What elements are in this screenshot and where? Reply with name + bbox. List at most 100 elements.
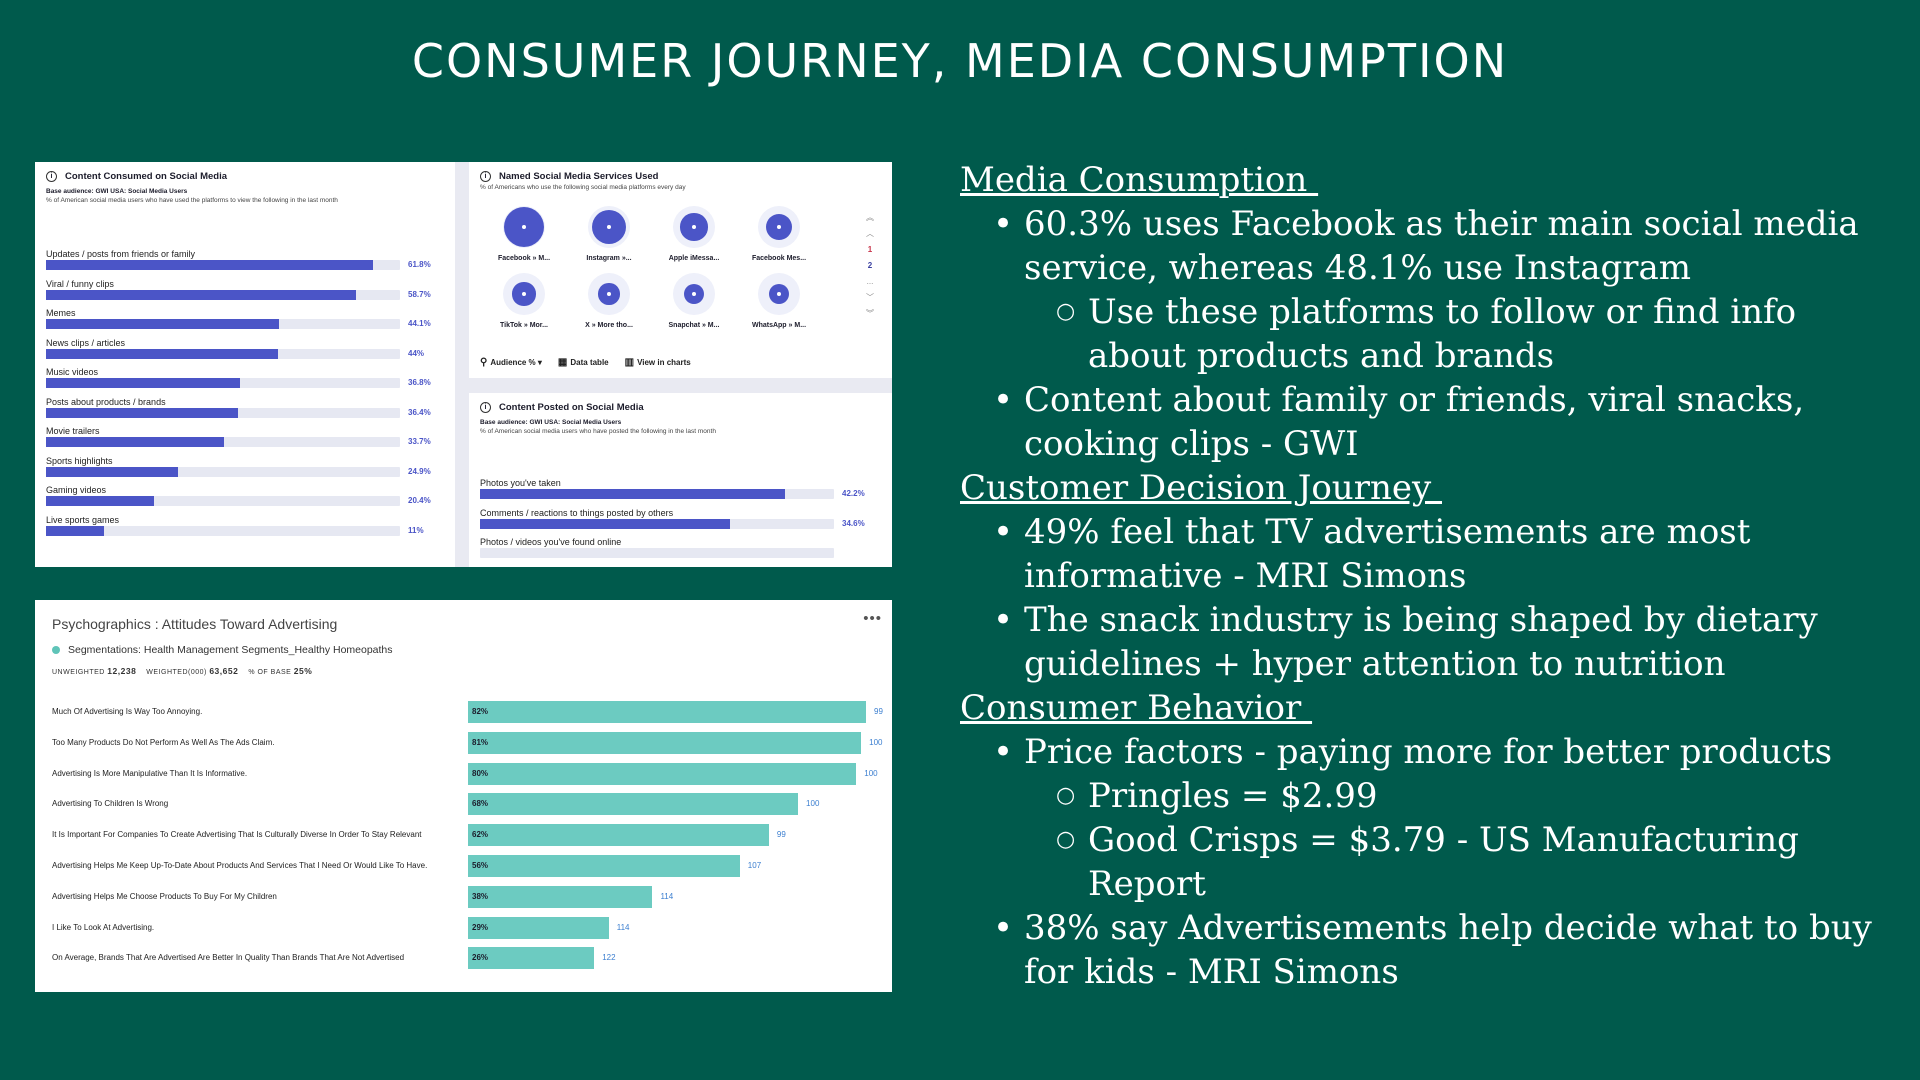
bar [46, 378, 241, 388]
index-value: 122 [602, 953, 616, 963]
attitude-row: Too Many Products Do Not Perform As Well… [35, 731, 892, 754]
bar-value-label: 68% [472, 799, 489, 809]
bar: 38% [468, 885, 653, 908]
bar-label: Music videos [46, 367, 99, 377]
service-circle [758, 273, 800, 315]
attitude-row: I Like To Look At Advertising. 29% 114 [35, 916, 892, 939]
bar [46, 319, 279, 329]
service-item[interactable]: Facebook Mes... [749, 206, 809, 262]
bar-value-label: 82% [472, 707, 489, 716]
chevron-down-icon[interactable]: ﹀ [866, 293, 874, 302]
bar-value-label: 58.7% [408, 289, 431, 299]
bar-row: Comments / reactions to things posted by… [480, 507, 880, 529]
bar-value-label: 61.8% [408, 260, 431, 269]
bar [46, 407, 239, 418]
service-circle [588, 273, 630, 315]
table-icon: ▦ [557, 357, 568, 368]
bar-track [46, 407, 400, 418]
service-value-dot [766, 214, 792, 240]
service-value-dot [683, 283, 705, 305]
bar-value-label: 36.8% [408, 378, 431, 387]
double-chevron-down-icon[interactable]: ︾ [866, 309, 874, 318]
page-2-link[interactable]: 2 [867, 261, 873, 270]
bar: 62% [468, 824, 769, 847]
service-value-dot [680, 213, 708, 241]
bar: 56% [468, 855, 740, 877]
service-label: Snapchat » M... [668, 322, 720, 329]
bar: 80% [468, 762, 857, 785]
bar-value-label: 80% [472, 768, 489, 778]
bar: 29% [468, 916, 609, 939]
named-services-panel: i Named Social Media Services Used % of … [469, 162, 892, 378]
customer-decision-journey-heading: Customer Decision Journey [960, 468, 1442, 508]
more-options-icon[interactable]: ••• [863, 610, 882, 627]
attitude-row: On Average, Brands That Are Advertised A… [35, 947, 892, 970]
service-label: Apple iMessa... [668, 255, 720, 262]
content-posted-title: Content Posted on Social Media [499, 402, 644, 413]
bar-track [480, 489, 834, 499]
sample-meta: UNWEIGHTED 12,238 WEIGHTED(000) 63,652 %… [52, 666, 312, 676]
double-chevron-up-icon[interactable]: ︽ [866, 213, 874, 222]
view-in-charts-button[interactable]: ▥ View in charts [625, 357, 691, 368]
info-icon[interactable]: i [46, 171, 57, 182]
search-icon: ⚲ [480, 357, 488, 368]
named-services-header: i Named Social Media Services Used [469, 162, 892, 182]
weighted-label: WEIGHTED(000) [146, 669, 207, 676]
service-item[interactable]: Facebook » M... [494, 206, 554, 262]
bar-label: News clips / articles [46, 337, 126, 348]
slide-title: CONSUMER JOURNEY, MEDIA CONSUMPTION [411, 34, 1509, 88]
content-consumed-title: Content Consumed on Social Media [65, 171, 228, 182]
attitude-label: Advertising Helps Me Choose Products To … [52, 891, 277, 901]
bar-track [46, 437, 400, 447]
bar [46, 525, 105, 536]
service-circle [758, 206, 800, 248]
service-item[interactable]: Instagram »... [579, 206, 639, 262]
legend-dot-icon [52, 646, 60, 654]
chevron-up-icon[interactable]: ︿ [866, 229, 874, 238]
info-icon[interactable]: i [480, 171, 491, 182]
sub-bullet-item: Good Crisps = $3.79 - US Manufacturing R… [960, 818, 1890, 906]
service-value-dot [768, 283, 790, 305]
bar-value-label: 44.1% [408, 319, 431, 328]
service-item[interactable]: Apple iMessa... [664, 206, 724, 262]
index-value: 100 [806, 799, 820, 809]
bar-row: Live sports games 11% [46, 514, 446, 536]
service-circle [673, 273, 715, 315]
bar [480, 489, 785, 499]
service-label: X » More tho... [585, 322, 633, 329]
info-icon[interactable]: i [480, 402, 491, 413]
bar [46, 289, 357, 300]
service-item[interactable]: X » More tho... [579, 273, 639, 329]
bullet-item: Content about family or friends, viral s… [960, 378, 1890, 466]
content-posted-header: i Content Posted on Social Media [469, 393, 892, 413]
service-circle [673, 206, 715, 248]
chart-description: % of American social media users who hav… [480, 428, 716, 435]
base-pct-value: 25% [293, 666, 313, 676]
bar-row: Posts about products / brands 36.4% [46, 396, 446, 418]
bullet-item: The snack industry is being shaped by di… [960, 598, 1890, 686]
audience-dropdown[interactable]: ⚲ Audience % ▾ [480, 357, 542, 368]
service-item[interactable]: TikTok » Mor... [494, 273, 554, 329]
bullet-item: Price factors - paying more for better p… [960, 730, 1890, 774]
data-table-button[interactable]: ▦ Data table [558, 357, 609, 368]
service-item[interactable]: Snapchat » M... [664, 273, 724, 329]
bar-value-label: 56% [472, 861, 489, 870]
attitude-row: Much Of Advertising Is Way Too Annoying.… [35, 701, 892, 723]
bar-value-label: 26% [472, 953, 489, 963]
bar-value-label: 44% [408, 348, 425, 358]
service-item[interactable]: WhatsApp » M... [749, 273, 809, 329]
service-label: TikTok » Mor... [500, 322, 548, 329]
media-consumption-heading: Media Consumption [960, 160, 1319, 200]
bar-label: Updates / posts from friends or family [46, 249, 196, 259]
bar-row: Viral / funny clips 58.7% [46, 278, 446, 300]
bar-track [480, 548, 834, 558]
audience-label: Audience % [490, 358, 536, 367]
weighted-value: 63,652 [209, 666, 239, 676]
page-1-link[interactable]: 1 [867, 245, 873, 254]
bar-row: Memes 44.1% [46, 307, 446, 329]
bar-label: Photos you've taken [480, 478, 561, 488]
bar-value-label: 29% [472, 922, 489, 932]
panel-divider [455, 162, 469, 567]
named-services-title: Named Social Media Services Used [499, 171, 659, 182]
bar-row: Gaming videos 20.4% [46, 484, 446, 506]
